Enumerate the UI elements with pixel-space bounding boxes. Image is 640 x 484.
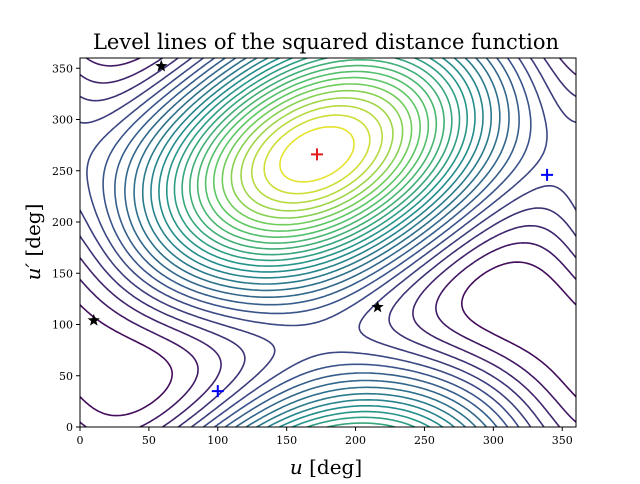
contour-level	[80, 261, 576, 417]
chart-title: Level lines of the squared distance func…	[93, 30, 559, 54]
contour-level	[196, 64, 438, 244]
x-ticks: 0 50 100 150 200 250 300 350	[77, 427, 573, 447]
contour-level	[240, 97, 394, 212]
x-tick-label: 50	[142, 434, 156, 447]
contour-level	[124, 58, 510, 427]
y-tick-label: 250	[52, 165, 73, 178]
x-tick-label: 250	[414, 434, 435, 447]
x-axis-label-var: u	[290, 455, 303, 479]
contour-level	[80, 58, 576, 427]
contour-level	[279, 126, 355, 183]
red-plus-marker	[310, 148, 323, 161]
x-tick-label: 100	[207, 434, 228, 447]
x-tick-label: 350	[552, 434, 573, 447]
black-star-marker	[87, 313, 100, 326]
blue-plus-marker	[541, 168, 554, 181]
x-tick-label: 200	[345, 434, 366, 447]
y-axis-label-var: u′	[21, 263, 45, 281]
y-tick-label: 100	[52, 319, 73, 332]
contour-lines	[80, 58, 576, 427]
y-tick-label: 300	[52, 114, 73, 127]
y-axis-label-unit: [deg]	[21, 204, 45, 263]
x-axis-label: u [deg]	[290, 455, 362, 479]
contour-level	[80, 58, 576, 427]
y-tick-label: 350	[52, 62, 73, 75]
y-axis-label: u′ [deg]	[21, 204, 45, 281]
plot-frame	[79, 57, 577, 428]
y-tick-label: 200	[52, 216, 73, 229]
contour-level	[230, 89, 404, 219]
markers	[87, 59, 554, 398]
contour-level	[102, 58, 532, 427]
contour-level	[80, 58, 576, 427]
contour-level	[204, 70, 430, 238]
x-tick-label: 150	[276, 434, 297, 447]
black-star-marker	[155, 59, 168, 72]
contour-level	[141, 58, 492, 427]
x-tick-label: 300	[483, 434, 504, 447]
contour-level	[213, 76, 421, 232]
x-axis-label-unit: [deg]	[303, 455, 362, 479]
y-tick-label: 50	[59, 370, 73, 383]
y-ticks: 0 50 100 150 200 250 300 350	[52, 62, 80, 434]
y-tick-label: 0	[66, 421, 73, 434]
x-tick-label: 0	[77, 434, 84, 447]
contour-level	[80, 58, 576, 427]
y-tick-label: 150	[52, 267, 73, 280]
blue-plus-marker	[211, 385, 224, 398]
contour-level	[263, 114, 371, 195]
black-star-marker	[371, 300, 384, 313]
contour-level	[221, 83, 413, 226]
contour-level	[251, 105, 383, 204]
contour-level	[189, 59, 445, 250]
